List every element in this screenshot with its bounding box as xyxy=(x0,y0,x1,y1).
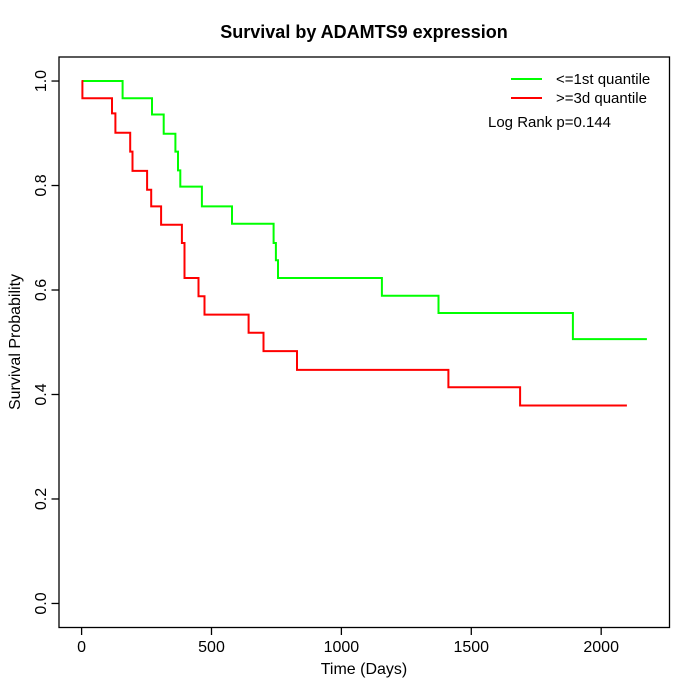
survival-curves xyxy=(81,80,647,407)
log-rank-annotation: Log Rank p=0.144 xyxy=(488,114,611,131)
legend-label-third-quantile: >=3d quantile xyxy=(556,90,647,107)
x-tick-label: 0 xyxy=(77,639,86,656)
chart-title: Survival by ADAMTS9 expression xyxy=(220,22,507,42)
y-tick-label: 1.0 xyxy=(33,70,50,92)
y-tick-label: 0.2 xyxy=(33,488,50,510)
x-tick-label: 2000 xyxy=(583,639,619,656)
x-tick-label: 1000 xyxy=(324,639,360,656)
y-tick-label: 0.4 xyxy=(33,383,50,405)
km-curve-first-quantile xyxy=(81,80,647,341)
y-tick-label: 0.0 xyxy=(33,592,50,614)
legend: <=1st quantile >=3d quantile Log Rank p=… xyxy=(488,71,650,131)
y-tick-label: 0.6 xyxy=(33,279,50,301)
legend-label-first-quantile: <=1st quantile xyxy=(556,71,650,88)
axes: 0 500 1000 1500 2000 0.0 0.2 0.4 0.6 0.8 1.0 xyxy=(33,56,671,656)
y-tick-label: 0.8 xyxy=(33,174,50,196)
km-curve-third-quantile xyxy=(81,80,627,407)
y-axis-label: Survival Probability xyxy=(7,274,24,410)
x-axis-label: Time (Days) xyxy=(321,661,408,678)
plot-border xyxy=(58,56,671,629)
x-tick-label: 1500 xyxy=(453,639,489,656)
x-tick-label: 500 xyxy=(198,639,225,656)
